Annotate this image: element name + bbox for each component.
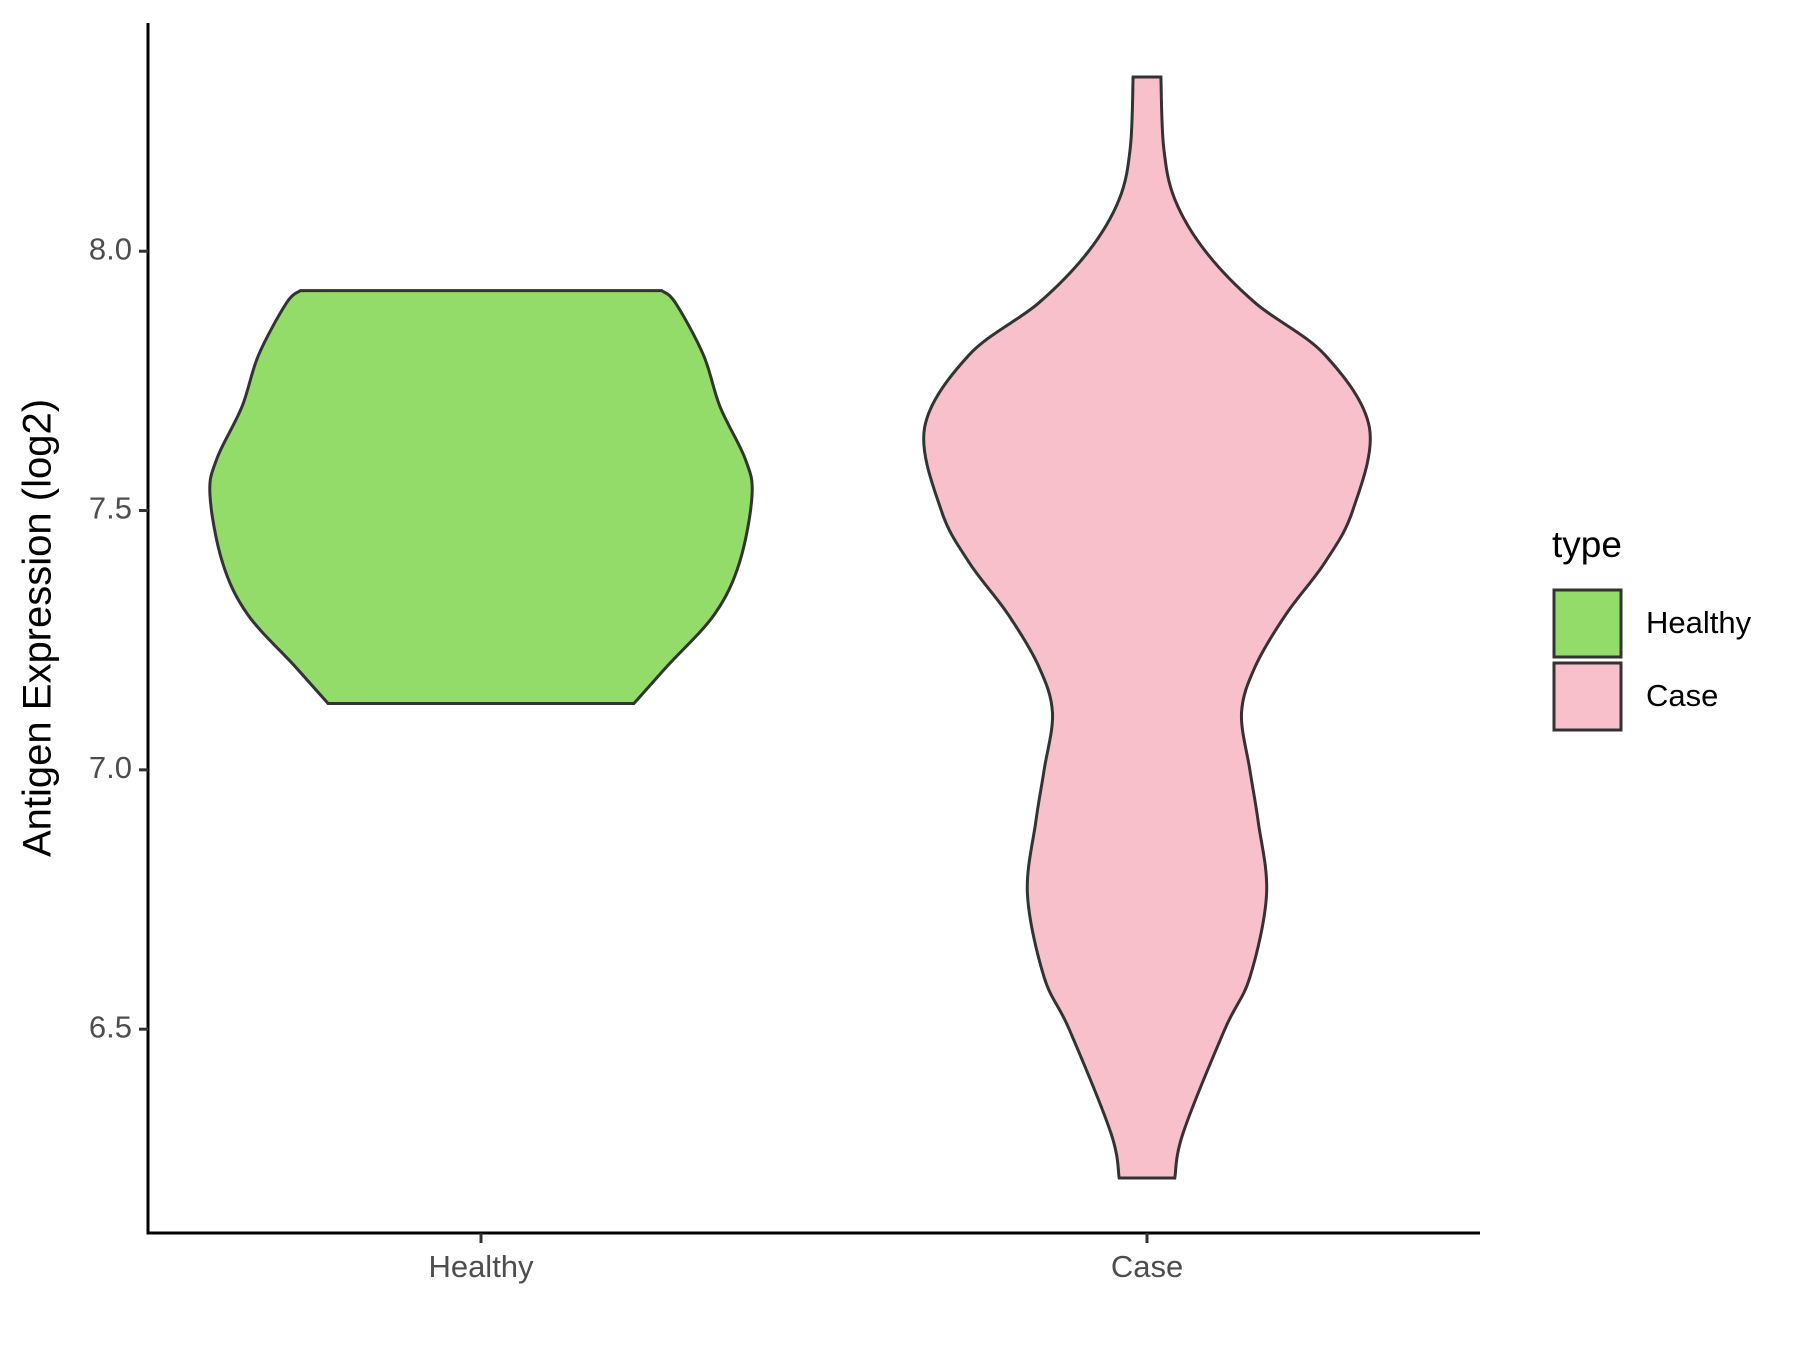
x-tick-label: Case (1111, 1249, 1183, 1284)
y-axis-label: Antigen Expression (log2) (16, 399, 60, 857)
y-tick-label: 8.0 (89, 231, 132, 266)
violin (208, 289, 754, 705)
violin (922, 75, 1372, 1180)
legend-key (1552, 588, 1623, 659)
legend-label: Case (1646, 678, 1718, 713)
y-tick-label: 6.5 (89, 1009, 132, 1044)
legend-key (1552, 661, 1623, 732)
y-tick-label: 7.5 (89, 491, 132, 526)
legend-title: type (1552, 524, 1622, 565)
legend-label: Healthy (1646, 605, 1752, 640)
y-tick-label: 7.0 (89, 750, 132, 785)
x-tick-label: Healthy (428, 1249, 534, 1284)
